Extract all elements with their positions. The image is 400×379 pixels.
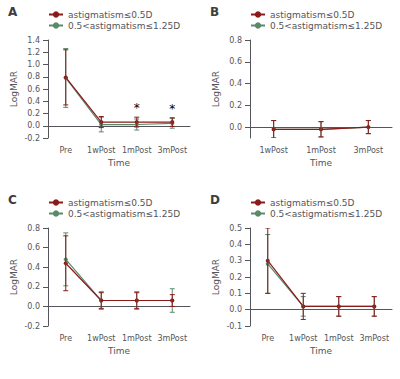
svg-text:astigmatism≤0.5D: astigmatism≤0.5D [68,10,153,20]
svg-text:Time: Time [309,346,332,356]
svg-text:3mPost: 3mPost [359,334,389,343]
svg-text:1mPost: 1mPost [306,146,336,155]
svg-text:0.6: 0.6 [229,57,242,66]
svg-text:Time: Time [107,346,130,356]
svg-text:*: * [169,102,175,116]
svg-text:1wPost: 1wPost [289,334,317,343]
svg-text:astigmatism≤0.5D: astigmatism≤0.5D [270,198,355,208]
svg-text:3mPost: 3mPost [354,146,384,155]
svg-text:0.5<astigmatism≤1.25D: 0.5<astigmatism≤1.25D [270,209,382,219]
svg-text:0.4: 0.4 [27,97,40,106]
svg-text:1wPost: 1wPost [259,146,287,155]
svg-text:0.0: 0.0 [229,123,242,132]
svg-text:1wPost: 1wPost [87,146,115,155]
svg-text:0.4: 0.4 [229,79,242,88]
svg-text:0.2: 0.2 [229,273,242,282]
svg-text:3mPost: 3mPost [157,146,187,155]
svg-text:Time: Time [107,158,130,168]
svg-text:0.4: 0.4 [27,263,40,272]
svg-text:0.5<astigmatism≤1.25D: 0.5<astigmatism≤1.25D [270,21,382,31]
svg-text:astigmatism≤0.5D: astigmatism≤0.5D [270,10,355,20]
svg-text:0.1: 0.1 [229,289,242,298]
svg-text:0.6: 0.6 [27,243,40,252]
svg-text:-0.2: -0.2 [24,134,40,143]
svg-text:0.8: 0.8 [27,224,40,233]
svg-text:0.0: 0.0 [229,305,242,314]
svg-text:0.3: 0.3 [229,256,242,265]
svg-text:0.8: 0.8 [27,72,40,81]
svg-text:1.0: 1.0 [27,60,40,69]
svg-text:0.6: 0.6 [27,85,40,94]
svg-text:0.2: 0.2 [229,101,242,110]
svg-text:0.0: 0.0 [27,121,40,130]
svg-text:1mPost: 1mPost [122,146,152,155]
svg-text:0.2: 0.2 [27,282,40,291]
svg-text:LogMAR: LogMAR [9,71,19,107]
svg-text:astigmatism≤0.5D: astigmatism≤0.5D [68,198,153,208]
svg-text:0.0: 0.0 [27,302,40,311]
svg-text:C: C [8,193,17,207]
svg-text:LogMAR: LogMAR [211,259,221,295]
svg-text:D: D [210,193,220,207]
svg-text:*: * [134,101,140,115]
svg-text:Time: Time [309,158,332,168]
svg-text:0.8: 0.8 [229,36,242,45]
svg-text:B: B [210,5,219,19]
svg-text:Pre: Pre [59,334,72,343]
svg-text:0.4: 0.4 [229,240,242,249]
svg-text:0.5<astigmatism≤1.25D: 0.5<astigmatism≤1.25D [68,21,180,31]
svg-text:-0.1: -0.1 [226,322,242,331]
svg-text:-0.2: -0.2 [24,322,40,331]
svg-text:0.2: 0.2 [27,109,40,118]
svg-text:1mPost: 1mPost [324,334,354,343]
svg-text:LogMAR: LogMAR [211,71,221,107]
svg-text:1.2: 1.2 [27,48,40,57]
svg-text:1mPost: 1mPost [122,334,152,343]
svg-text:0.5<astigmatism≤1.25D: 0.5<astigmatism≤1.25D [68,209,180,219]
svg-text:3mPost: 3mPost [157,334,187,343]
svg-text:LogMAR: LogMAR [9,259,19,295]
svg-text:1wPost: 1wPost [87,334,115,343]
svg-text:A: A [8,5,18,19]
svg-text:Pre: Pre [261,334,274,343]
svg-text:Pre: Pre [59,146,72,155]
svg-text:1.4: 1.4 [27,36,40,45]
svg-text:0.5: 0.5 [229,224,242,233]
